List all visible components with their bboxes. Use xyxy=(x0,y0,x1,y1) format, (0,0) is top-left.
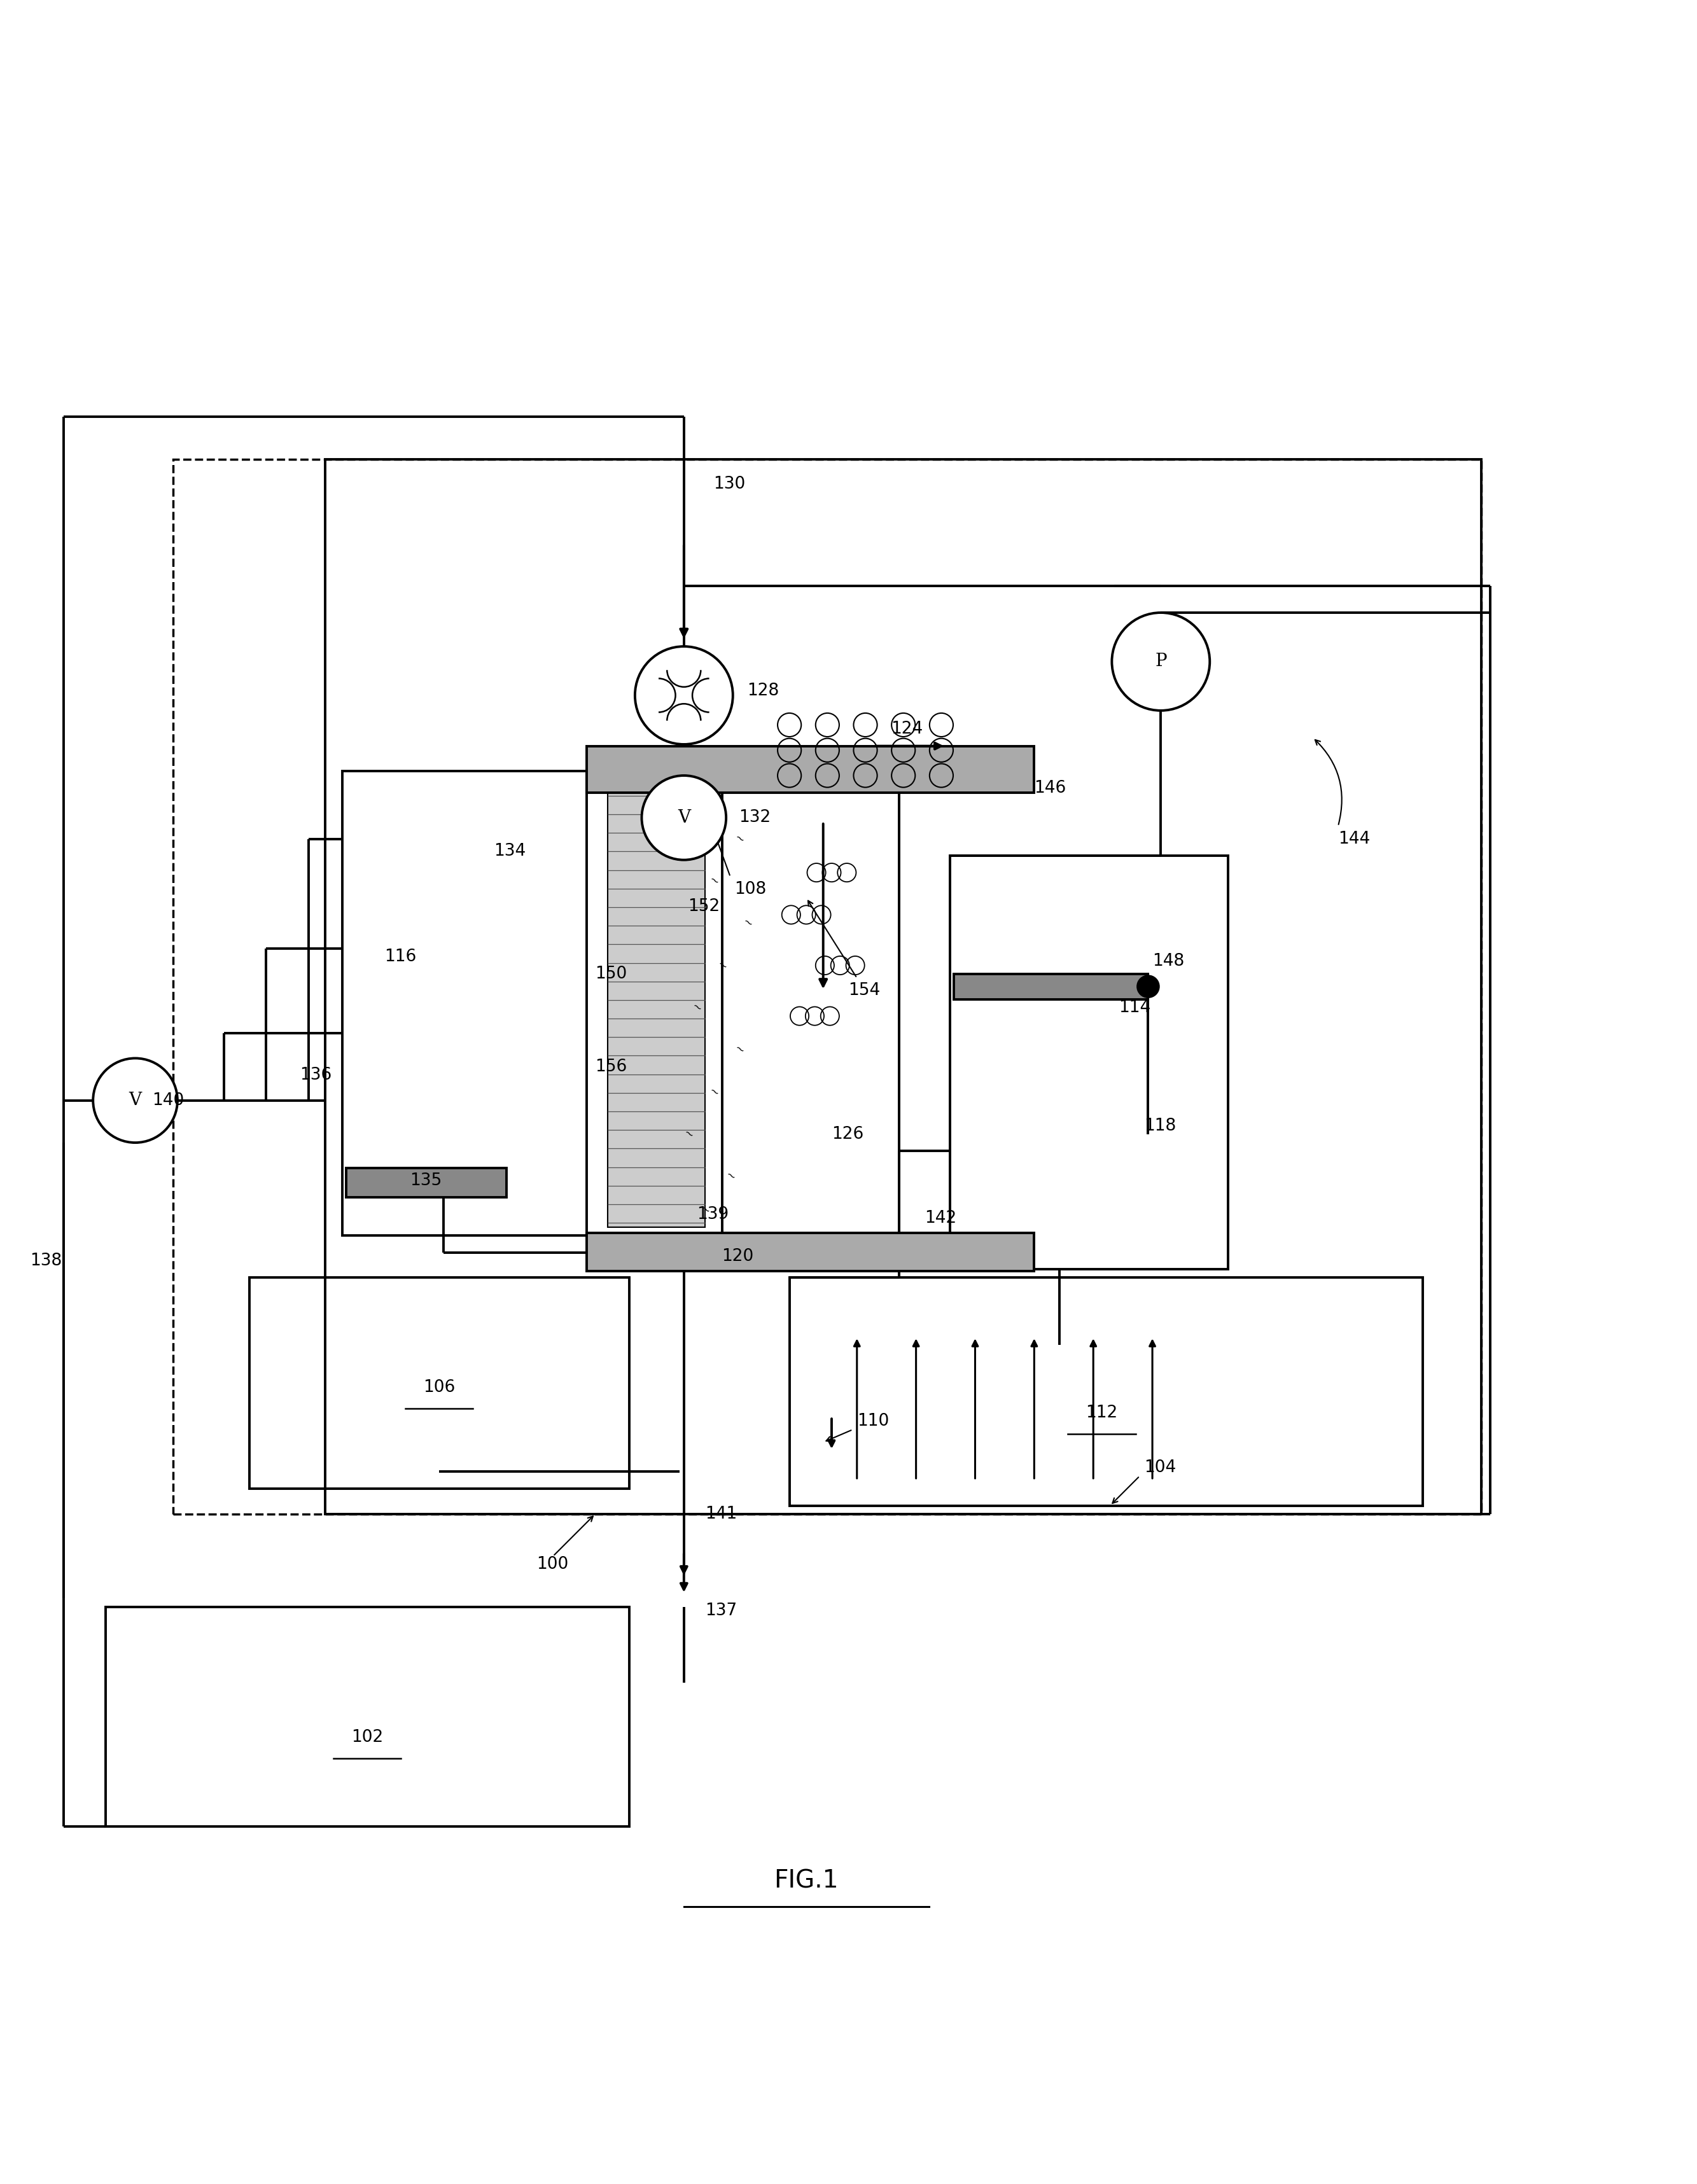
Text: ~: ~ xyxy=(689,1000,704,1016)
Bar xyxy=(587,1234,1033,1271)
Bar xyxy=(343,771,721,1236)
Text: ~: ~ xyxy=(731,832,747,845)
Text: 134: 134 xyxy=(494,843,526,860)
Text: 130: 130 xyxy=(713,476,745,494)
Text: 142: 142 xyxy=(925,1210,957,1227)
Bar xyxy=(587,771,899,1236)
Bar xyxy=(346,1168,507,1197)
Text: 150: 150 xyxy=(596,965,628,983)
Text: 124: 124 xyxy=(891,721,923,738)
Text: 148: 148 xyxy=(1152,952,1185,970)
Bar xyxy=(950,856,1229,1269)
Text: 156: 156 xyxy=(596,1059,628,1075)
Text: 146: 146 xyxy=(1033,780,1066,797)
Text: 137: 137 xyxy=(704,1603,736,1618)
Text: V: V xyxy=(129,1092,141,1109)
Text: ~: ~ xyxy=(731,1042,747,1057)
Text: 106: 106 xyxy=(423,1378,455,1396)
Text: 114: 114 xyxy=(1118,1000,1151,1016)
Text: 110: 110 xyxy=(857,1413,889,1428)
Text: ~: ~ xyxy=(714,959,730,972)
Bar xyxy=(105,1607,630,1826)
Text: 144: 144 xyxy=(1337,830,1369,847)
Circle shape xyxy=(1137,976,1159,998)
Bar xyxy=(587,747,1033,793)
Circle shape xyxy=(93,1059,178,1142)
Bar xyxy=(249,1278,630,1489)
Text: 132: 132 xyxy=(738,810,770,826)
Text: 128: 128 xyxy=(747,684,779,699)
Bar xyxy=(954,974,1149,998)
Circle shape xyxy=(641,775,726,860)
Bar xyxy=(326,459,1481,1514)
Text: 104: 104 xyxy=(1144,1459,1176,1476)
Text: V: V xyxy=(677,808,691,826)
Text: 118: 118 xyxy=(1144,1118,1176,1133)
Bar xyxy=(173,459,1481,1514)
Text: ~: ~ xyxy=(723,1168,738,1184)
Text: ~: ~ xyxy=(680,1127,696,1142)
Text: 112: 112 xyxy=(1086,1404,1118,1422)
Circle shape xyxy=(1112,614,1210,710)
Text: 141: 141 xyxy=(704,1505,736,1522)
Text: 140: 140 xyxy=(153,1092,183,1109)
Text: 116: 116 xyxy=(384,948,416,965)
Text: FIG.1: FIG.1 xyxy=(774,1870,838,1894)
Text: 108: 108 xyxy=(735,880,767,898)
Text: 100: 100 xyxy=(536,1557,568,1572)
Text: ~: ~ xyxy=(706,1085,721,1099)
Bar xyxy=(789,1278,1422,1505)
Text: P: P xyxy=(1156,653,1168,670)
Text: 154: 154 xyxy=(848,983,881,998)
Bar xyxy=(608,780,704,1227)
Text: 152: 152 xyxy=(687,898,720,915)
Text: 135: 135 xyxy=(409,1173,441,1188)
Text: 126: 126 xyxy=(832,1127,864,1142)
Text: 139: 139 xyxy=(696,1206,728,1223)
Text: ~: ~ xyxy=(697,1203,713,1216)
Text: 120: 120 xyxy=(721,1249,753,1265)
Text: ~: ~ xyxy=(706,874,721,889)
Text: 102: 102 xyxy=(351,1730,384,1745)
Text: 136: 136 xyxy=(300,1066,333,1083)
Circle shape xyxy=(635,646,733,745)
Text: ~: ~ xyxy=(740,915,755,930)
Text: 138: 138 xyxy=(31,1251,61,1269)
